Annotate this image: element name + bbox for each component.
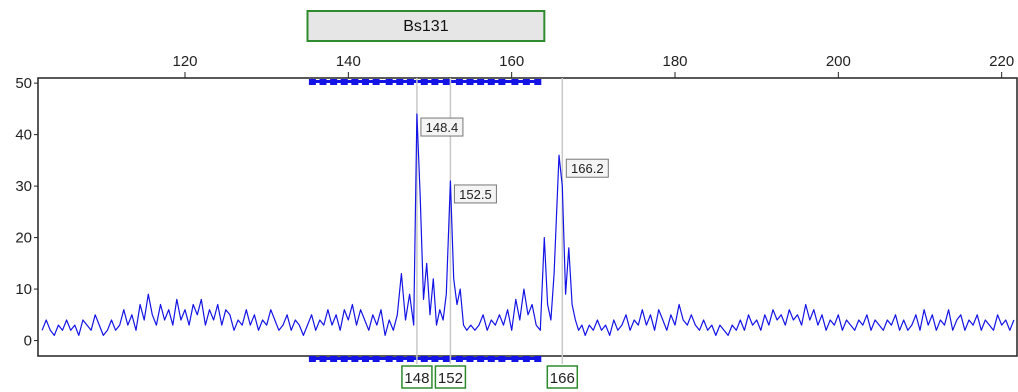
bin-bar-top (333, 80, 345, 83)
bin-bar-bottom (344, 357, 355, 360)
bin-bar-top (424, 80, 435, 83)
allele-call-box (401, 365, 433, 389)
bin-bar-bottom (424, 357, 435, 360)
bin-bar-bottom (501, 357, 515, 360)
peak-label: 166.2 (571, 161, 604, 176)
bin-bar-bottom (376, 357, 390, 360)
bin-bar-top (354, 80, 366, 83)
bin-bar-bottom (470, 357, 481, 360)
bin-bar-top (446, 80, 460, 83)
peak-label-box (565, 158, 609, 178)
bin-bar-top (365, 80, 377, 83)
bin-bar-top (399, 80, 411, 83)
bin-bar-top (526, 80, 538, 83)
peak-label-box (453, 184, 497, 204)
y-tick-label: 30 (15, 178, 32, 195)
bin-bar-top (501, 80, 515, 83)
marker-label: Bs131 (403, 18, 448, 35)
allele-call-box (546, 365, 579, 389)
bin-bar-bottom (399, 357, 411, 360)
x-tick-label: 220 (989, 53, 1014, 70)
x-tick-label: 120 (172, 53, 197, 70)
bin-bar-top (376, 80, 390, 83)
bin-bar-bottom (365, 357, 377, 360)
bin-bar-top (491, 80, 502, 83)
x-tick-label: 180 (662, 53, 687, 70)
bin-bar-top (459, 80, 471, 83)
x-tick-label: 140 (336, 53, 361, 70)
y-tick-label: 0 (24, 333, 32, 350)
x-tick-label: 160 (499, 53, 524, 70)
bin-bar-top (470, 80, 481, 83)
bin-bar-top (480, 80, 492, 83)
y-tick-label: 10 (15, 281, 32, 298)
bin-bar-bottom (446, 357, 460, 360)
allele-call-label: 152 (438, 370, 463, 387)
bin-bar-top (312, 80, 324, 83)
bin-bar-bottom (389, 357, 400, 360)
bin-bar-bottom (491, 357, 502, 360)
bin-bar-bottom (354, 357, 366, 360)
bin-bar-bottom (333, 357, 345, 360)
bin-bar-bottom (514, 357, 527, 360)
bin-bar-top (514, 80, 527, 83)
marker-box (306, 10, 546, 42)
peak-label: 148.4 (426, 120, 459, 135)
bin-bar-top (434, 80, 447, 83)
peak-label: 152.5 (459, 187, 492, 202)
bin-bar-bottom (312, 357, 324, 360)
bin-bar-bottom (434, 357, 447, 360)
allele-call-label: 148 (404, 370, 429, 387)
bin-bar-bottom (526, 357, 538, 360)
peak-label-box (420, 117, 464, 137)
y-tick-label: 20 (15, 230, 32, 247)
y-tick-label: 40 (15, 127, 32, 144)
y-tick-label: 50 (15, 75, 32, 92)
bin-bar-bottom (459, 357, 471, 360)
bin-bar-bottom (323, 357, 334, 360)
trace-line (41, 113, 1015, 336)
x-tick-label: 200 (826, 53, 851, 70)
allele-call-box (434, 365, 467, 389)
bin-bar-top (323, 80, 334, 83)
bin-bar-top (389, 80, 400, 83)
allele-call-label: 166 (550, 370, 575, 387)
bin-bar-top (344, 80, 355, 83)
bin-bar-bottom (480, 357, 492, 360)
